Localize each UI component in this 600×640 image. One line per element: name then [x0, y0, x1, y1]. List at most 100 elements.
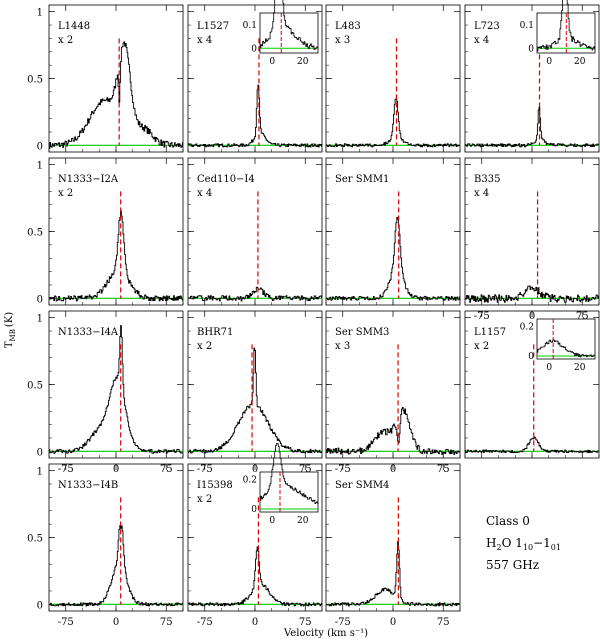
spectrum-line	[49, 325, 183, 454]
panel-scale: x 3	[335, 341, 350, 352]
panel-n1333-i4b: 0 0.5 1 -75 0 75 N1333−I4B	[27, 463, 184, 628]
inset-y-tick-label: 0	[251, 505, 257, 515]
panel-l483: L483 x 3	[325, 4, 461, 153]
y-tick-label: 0.5	[27, 228, 43, 239]
y-tick-label: 1	[37, 467, 43, 478]
y-tick-label: 0.5	[27, 381, 43, 392]
spectrum-line	[188, 84, 322, 148]
y-tick-label: 0	[37, 600, 43, 611]
x-tick-label: 75	[160, 617, 173, 628]
inset-x-tick-label: 20	[297, 57, 309, 67]
y-tick-label: 0	[37, 141, 43, 152]
inset-x-tick-label: 0	[269, 57, 275, 67]
panel-name: L723	[474, 21, 500, 32]
inset-spectrum	[260, 443, 319, 505]
x-tick-label: 0	[390, 617, 396, 628]
inset-frame	[259, 12, 319, 54]
panel-scale: x 4	[197, 188, 212, 199]
panel-name: L1157	[474, 327, 506, 338]
inset-spectrum	[537, 339, 596, 358]
inset-x-tick-label: 0	[546, 363, 552, 373]
inset-y-tick-label: 0	[528, 352, 534, 362]
y-tick-label: 1	[37, 314, 43, 325]
spectrum-line	[326, 541, 460, 607]
inset-spectrum	[537, 0, 596, 52]
inset-x-tick-label: 20	[574, 363, 586, 373]
panel-scale: x 4	[197, 35, 212, 46]
y-tick-label: 0.5	[27, 534, 43, 545]
spectrum-line	[465, 106, 599, 148]
inset-y-tick-label: 0	[528, 44, 534, 54]
x-tick-label: -75	[197, 617, 213, 628]
inset-y-tick-label: 0.2	[243, 475, 257, 485]
panel-scale: x 2	[197, 494, 212, 505]
spectrum-line	[49, 524, 183, 607]
spectrum-line	[465, 436, 599, 454]
y-tick-label: 0	[37, 294, 43, 305]
spectrum-line	[188, 546, 322, 607]
x-tick-label: 0	[113, 617, 119, 628]
y-tick-label: 0.5	[27, 75, 43, 86]
x-tick-label: 0	[252, 617, 258, 628]
y-tick-label: 1	[37, 161, 43, 172]
spectrum-line	[188, 286, 322, 302]
panel-ced110-i4: Ced110−I4 x 4	[187, 157, 323, 306]
spectrum-line	[188, 347, 322, 454]
figure-legend: Class 0 H2O 110−101 557 GHz	[486, 514, 561, 572]
inset-y-tick-label: 0	[251, 44, 257, 54]
inset-frame	[259, 471, 319, 513]
inset-y-tick-label: 0.1	[243, 21, 257, 31]
legend-transition: H2O 110−101	[486, 536, 561, 552]
inset: 0 20 0 0.2	[520, 318, 596, 373]
inset-spectrum	[260, 0, 319, 50]
panel-name: Ser SMM4	[335, 480, 389, 491]
panel-ser-smm4: -75 0 75 Ser SMM4	[325, 463, 461, 628]
x-tick-label: 75	[299, 617, 312, 628]
panel-scale: x 4	[474, 188, 489, 199]
spectrum-line	[326, 406, 460, 456]
panel-scale: x 2	[58, 35, 73, 46]
panel-scale: x 3	[335, 35, 350, 46]
panel-scale: x 4	[474, 35, 489, 46]
panel-ser-smm1: Ser SMM1	[325, 157, 461, 306]
legend-frequency: 557 GHz	[486, 558, 539, 572]
inset-y-tick-label: 0.1	[520, 21, 534, 31]
panel-n1333-i2a: 0 0.5 1 N1333−I2A x 2	[27, 157, 184, 306]
spectrum-line	[326, 216, 460, 301]
inset-y-tick-label: 0.2	[520, 322, 534, 332]
panel-scale: x 2	[58, 188, 73, 199]
panel-name: BHR71	[197, 327, 233, 338]
inset-x-tick-label: 0	[269, 516, 275, 526]
panel-name: N1333−I4B	[58, 480, 118, 491]
spectrum-line	[326, 98, 460, 148]
panel-name: I15398	[197, 480, 233, 491]
panel-name: N1333−I4A	[58, 327, 119, 338]
inset: 0 20 0 0.2	[243, 443, 319, 526]
x-tick-label: -75	[335, 617, 351, 628]
inset-frame	[536, 318, 596, 360]
legend-class: Class 0	[486, 514, 530, 528]
panel-name: Ser SMM3	[335, 327, 389, 338]
panel-name: L1448	[58, 21, 90, 32]
panel-scale: x 2	[474, 341, 489, 352]
y-tick-label: 1	[37, 8, 43, 19]
inset: 0 20 0 0.1	[520, 0, 596, 67]
panel-name: N1333−I2A	[58, 174, 119, 185]
inset-x-tick-label: 20	[297, 516, 309, 526]
spectrum-line	[49, 210, 183, 302]
panel-l1157: L1157 x 2 0 20 0 0.2	[464, 310, 600, 459]
panel-scale: x 2	[197, 341, 212, 352]
x-tick-label: 75	[437, 617, 450, 628]
panel-name: Ser SMM1	[335, 174, 389, 185]
spectrum-line	[49, 41, 183, 150]
y-tick-label: 0	[37, 447, 43, 458]
inset: 0 20 0 0.1	[243, 0, 319, 67]
x-tick-label: -75	[58, 617, 74, 628]
